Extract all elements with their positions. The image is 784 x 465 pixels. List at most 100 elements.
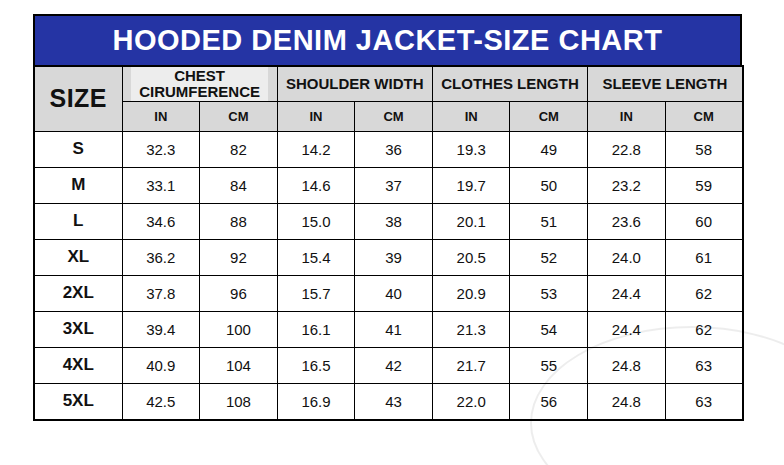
measurement-value: 43 [355,383,433,420]
size-label: 3XL [34,311,122,347]
group-header-row: SIZE CHEST CIRUMFERENCE SHOULDER WIDTH C… [34,66,743,101]
measurement-value: 82 [200,131,278,167]
size-label: S [34,131,122,167]
size-table: SIZE CHEST CIRUMFERENCE SHOULDER WIDTH C… [33,65,744,421]
measurement-value: 19.3 [432,131,510,167]
size-column-header: SIZE [34,66,122,131]
measurement-value: 108 [200,383,278,420]
measurement-value: 16.5 [277,347,355,383]
unit-header: CM [355,101,433,131]
unit-header: IN [277,101,355,131]
chest-circumference-label: CHEST CIRUMFERENCE [131,67,268,101]
measurement-value: 24.4 [588,275,666,311]
measurement-value: 39 [355,239,433,275]
measurement-value: 88 [200,203,278,239]
measurement-value: 37 [355,167,433,203]
size-chart: HOODED DENIM JACKET-SIZE CHART SIZE CHES… [33,14,742,421]
measurement-value: 37.8 [122,275,200,311]
measurement-value: 55 [510,347,588,383]
measurement-value: 33.1 [122,167,200,203]
measurement-value: 50 [510,167,588,203]
measurement-value: 15.7 [277,275,355,311]
measurement-value: 49 [510,131,588,167]
size-chart-page: HOODED DENIM JACKET-SIZE CHART SIZE CHES… [0,0,784,465]
size-label: XL [34,239,122,275]
measurement-value: 38 [355,203,433,239]
table-row: 3XL39.410016.14121.35424.462 [34,311,743,347]
measurement-value: 84 [200,167,278,203]
unit-header: CM [200,101,278,131]
table-row: 4XL40.910416.54221.75524.863 [34,347,743,383]
measurement-value: 62 [665,311,743,347]
measurement-value: 42 [355,347,433,383]
measurement-value: 32.3 [122,131,200,167]
unit-header: IN [432,101,510,131]
measurement-value: 36.2 [122,239,200,275]
chart-title-banner: HOODED DENIM JACKET-SIZE CHART [33,14,742,65]
measurement-value: 40.9 [122,347,200,383]
size-label: 5XL [34,383,122,420]
measurement-value: 96 [200,275,278,311]
unit-header: CM [510,101,588,131]
chart-title: HOODED DENIM JACKET-SIZE CHART [113,24,663,57]
size-label: 2XL [34,275,122,311]
chest-circumference-header: CHEST CIRUMFERENCE [122,66,277,101]
measurement-value: 36 [355,131,433,167]
table-row: S32.38214.23619.34922.858 [34,131,743,167]
size-label: M [34,167,122,203]
measurement-value: 16.1 [277,311,355,347]
measurement-value: 34.6 [122,203,200,239]
table-row: 5XL42.510816.94322.05624.863 [34,383,743,420]
measurement-value: 100 [200,311,278,347]
measurement-value: 24.0 [588,239,666,275]
measurement-value: 63 [665,383,743,420]
shoulder-width-header: SHOULDER WIDTH [277,66,432,101]
measurement-value: 22.0 [432,383,510,420]
measurement-value: 104 [200,347,278,383]
measurement-value: 61 [665,239,743,275]
size-label: L [34,203,122,239]
measurement-value: 21.7 [432,347,510,383]
measurement-value: 24.8 [588,347,666,383]
measurement-value: 62 [665,275,743,311]
clothes-length-header: CLOTHES LENGTH [432,66,587,101]
measurement-value: 23.2 [588,167,666,203]
measurement-value: 23.6 [588,203,666,239]
measurement-value: 92 [200,239,278,275]
sleeve-length-header: SLEEVE LENGTH [588,66,743,101]
table-row: M33.18414.63719.75023.259 [34,167,743,203]
measurement-value: 15.0 [277,203,355,239]
measurement-value: 16.9 [277,383,355,420]
measurement-value: 53 [510,275,588,311]
measurement-value: 40 [355,275,433,311]
table-row: 2XL37.89615.74020.95324.462 [34,275,743,311]
size-table-body: S32.38214.23619.34922.858M33.18414.63719… [34,131,743,420]
measurement-value: 41 [355,311,433,347]
measurement-value: 60 [665,203,743,239]
measurement-value: 20.5 [432,239,510,275]
measurement-value: 42.5 [122,383,200,420]
measurement-value: 22.8 [588,131,666,167]
unit-header: IN [588,101,666,131]
measurement-value: 56 [510,383,588,420]
measurement-value: 24.8 [588,383,666,420]
measurement-value: 14.2 [277,131,355,167]
measurement-value: 51 [510,203,588,239]
measurement-value: 54 [510,311,588,347]
measurement-value: 39.4 [122,311,200,347]
unit-header-row: IN CM IN CM IN CM IN CM [34,101,743,131]
size-label: 4XL [34,347,122,383]
measurement-value: 21.3 [432,311,510,347]
measurement-value: 52 [510,239,588,275]
measurement-value: 24.4 [588,311,666,347]
table-row: L34.68815.03820.15123.660 [34,203,743,239]
measurement-value: 15.4 [277,239,355,275]
unit-header: IN [122,101,200,131]
table-row: XL36.29215.43920.55224.061 [34,239,743,275]
measurement-value: 58 [665,131,743,167]
measurement-value: 63 [665,347,743,383]
measurement-value: 19.7 [432,167,510,203]
measurement-value: 14.6 [277,167,355,203]
unit-header: CM [665,101,743,131]
measurement-value: 20.1 [432,203,510,239]
